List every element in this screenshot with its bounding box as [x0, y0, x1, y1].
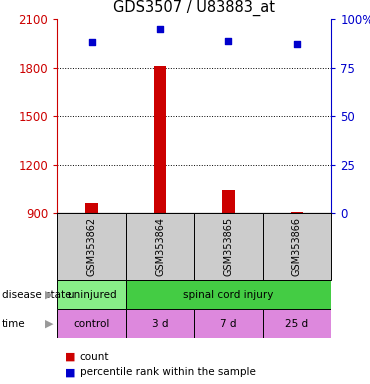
Text: count: count: [80, 352, 109, 362]
Text: GSM353866: GSM353866: [292, 217, 302, 276]
Text: GSM353864: GSM353864: [155, 217, 165, 276]
Bar: [57, 280, 126, 309]
Point: [226, 38, 232, 44]
Text: disease state: disease state: [2, 290, 71, 300]
Point: [294, 41, 300, 48]
Bar: [57, 213, 126, 280]
Bar: [85, 204, 98, 213]
Text: time: time: [2, 318, 26, 329]
Bar: [154, 66, 166, 213]
Bar: [194, 213, 263, 280]
Point: [89, 40, 95, 46]
Bar: [126, 280, 331, 309]
Text: GSM353865: GSM353865: [223, 217, 233, 276]
Text: percentile rank within the sample: percentile rank within the sample: [80, 367, 255, 377]
Bar: [126, 309, 194, 338]
Text: 25 d: 25 d: [285, 318, 309, 329]
Text: ▶: ▶: [45, 318, 54, 329]
Bar: [263, 309, 331, 338]
Text: ▶: ▶: [45, 290, 54, 300]
Bar: [291, 212, 303, 213]
Title: GDS3507 / U83883_at: GDS3507 / U83883_at: [113, 0, 275, 17]
Text: 3 d: 3 d: [152, 318, 168, 329]
Point: [157, 26, 163, 32]
Text: ■: ■: [65, 367, 75, 377]
Bar: [222, 190, 235, 213]
Bar: [263, 213, 331, 280]
Text: control: control: [73, 318, 110, 329]
Bar: [126, 213, 194, 280]
Text: 7 d: 7 d: [220, 318, 237, 329]
Text: spinal cord injury: spinal cord injury: [183, 290, 274, 300]
Bar: [57, 309, 126, 338]
Text: uninjured: uninjured: [67, 290, 117, 300]
Text: GSM353862: GSM353862: [87, 217, 97, 276]
Bar: [194, 309, 263, 338]
Text: ■: ■: [65, 352, 75, 362]
